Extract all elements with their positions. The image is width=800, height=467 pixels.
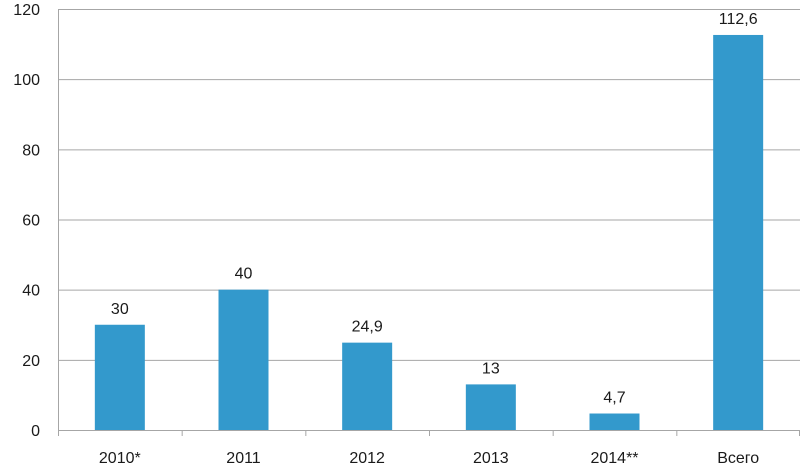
- x-tick-label: 2012: [349, 450, 385, 467]
- bars: [94, 34, 764, 430]
- x-tick-label: 2010*: [99, 450, 141, 467]
- y-tick-label: 40: [22, 283, 40, 300]
- data-label: 30: [111, 301, 129, 318]
- bar: [218, 289, 269, 430]
- y-tick-label: 120: [13, 2, 40, 19]
- y-tick-label: 20: [22, 353, 40, 370]
- y-tick-label: 100: [13, 72, 40, 89]
- bar: [465, 384, 516, 430]
- data-label: 4,7: [603, 390, 625, 407]
- bar: [589, 413, 640, 430]
- y-axis-tick-labels: 0 20 40 60 80 100 120: [13, 2, 40, 440]
- x-tick-label: 2013: [473, 450, 509, 467]
- axes: [58, 9, 800, 436]
- y-tick-label: 60: [22, 213, 40, 230]
- data-labels: 30 40 24,9 13 4,7 112,6: [111, 11, 758, 407]
- x-tick-label: 2011: [226, 450, 261, 467]
- data-label: 112,6: [719, 11, 758, 28]
- x-tick-label: 2014**: [590, 450, 638, 467]
- data-label: 24,9: [352, 319, 383, 336]
- data-label: 40: [235, 266, 253, 283]
- x-tick-label: Всего: [717, 450, 759, 467]
- x-axis-tick-labels: 2010* 2011 2012 2013 2014** Всего: [99, 450, 759, 467]
- grid-lines: [58, 9, 800, 361]
- y-tick-label: 80: [22, 142, 40, 159]
- bar: [94, 324, 145, 430]
- data-label: 13: [482, 360, 500, 377]
- bar: [342, 342, 393, 430]
- bar: [713, 34, 764, 430]
- y-tick-label: 0: [31, 423, 40, 440]
